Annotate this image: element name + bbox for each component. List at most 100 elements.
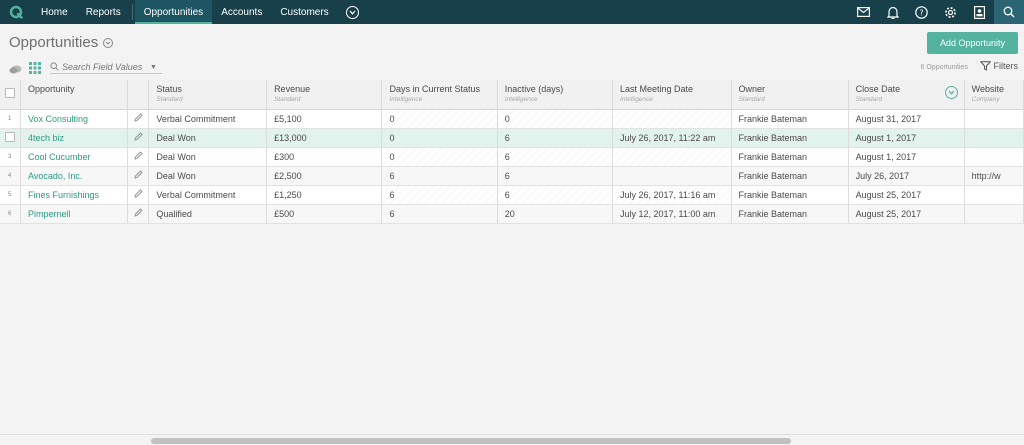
edit-pencil-icon[interactable] [127,147,150,167]
grid-view-icon[interactable] [29,61,41,79]
cell-meeting: July 26, 2017, 11:22 am [612,128,732,148]
column-label: Close Date [855,84,901,94]
profile-icon[interactable] [965,0,994,24]
table-row[interactable]: 1 Vox Consulting Verbal Commitment £5,100 0 0… [0,109,1024,129]
page-title-area: Opportunities [9,34,114,51]
cell-days: 0 [381,128,498,148]
edit-pencil-icon[interactable] [127,128,150,148]
help-icon[interactable]: ? [907,0,936,24]
opportunities-table-container: Opportunity Status Standard Revenue Standard… [0,80,1024,225]
row-number: 5 [0,185,22,205]
top-navigation-bar: Home Reports Opportunities Accounts Customer… [0,0,1024,24]
cell-close: August 25, 2017 [848,204,965,224]
column-label: Status [156,84,182,94]
column-header-inactive[interactable]: Inactive (days) Intelligence [497,80,614,110]
cell-days: 6 [381,204,498,224]
cell-days: 0 [381,147,498,167]
bell-icon[interactable] [878,0,907,24]
edit-pencil-icon[interactable] [127,204,150,224]
comments-icon[interactable] [9,62,22,80]
cell-website [964,109,1024,129]
table-row[interactable]: 5 Fines Furnishings Verbal Commitment £1,25… [0,185,1024,205]
edit-pencil-icon[interactable] [127,166,150,186]
column-label: Opportunity [28,84,75,94]
app-logo-icon[interactable] [0,0,32,24]
column-header-days[interactable]: Days in Current Status Intelligence [381,80,498,110]
mail-icon[interactable] [849,0,878,24]
column-header-status[interactable]: Status Standard [148,80,268,110]
row-checkbox[interactable] [5,131,15,142]
cell-days: 0 [381,109,498,129]
horizontal-scrollbar[interactable] [0,434,1024,445]
select-all-checkbox[interactable] [5,88,15,99]
edit-pencil-icon[interactable] [127,185,150,205]
cell-status: Qualified [148,204,268,224]
filter-icon [979,61,991,71]
column-header-owner[interactable]: Owner Standard [731,80,849,110]
cell-opportunity[interactable]: Pimpernell [20,204,128,224]
nav-accounts[interactable]: Accounts [221,6,263,18]
select-all-checkbox-cell [0,80,22,110]
cell-meeting [612,109,732,129]
column-source-label: Standard [156,96,183,103]
cell-revenue: £5,100 [266,109,383,129]
table-row[interactable]: 6 Pimpernell Qualified £500 6 20 July 12, 2017… [0,204,1024,224]
column-label: Days in Current Status [389,84,481,94]
title-dropdown-chevron-icon[interactable] [103,37,114,48]
nav-opportunities[interactable]: Opportunities [134,0,213,24]
cell-revenue: £2,500 [266,166,383,186]
column-header-website[interactable]: Website Company [964,80,1024,110]
table-header-row: Opportunity Status Standard Revenue Standard… [0,80,1024,110]
cell-meeting: July 26, 2017, 11:16 am [612,185,732,205]
cell-inactive: 6 [497,147,614,167]
nav-home[interactable]: Home [41,6,68,18]
row-number: 6 [0,204,22,224]
table-row[interactable]: 3 Cool Cucumber Deal Won £300 0 6 Frankie Bate… [0,147,1024,167]
column-header-meeting[interactable]: Last Meeting Date Intelligence [612,80,732,110]
edit-pencil-icon[interactable] [127,109,150,129]
cell-close: August 25, 2017 [848,185,965,205]
nav-customers[interactable]: Customers [280,6,329,18]
cell-status: Deal Won [148,128,268,148]
cell-days: 6 [381,166,498,186]
cell-opportunity[interactable]: Vox Consulting [20,109,128,129]
cell-owner: Frankie Bateman [731,128,849,148]
cell-owner: Frankie Bateman [731,166,849,186]
table-row[interactable]: 4 Avocado, Inc. Deal Won £2,500 6 6 Frankie Ba… [0,166,1024,186]
column-source-label: Intelligence [504,96,538,103]
page-title: Opportunities [9,34,99,51]
search-icon[interactable] [994,0,1024,24]
column-settings-chevron-icon[interactable] [944,86,958,99]
filters-button[interactable]: Filters [979,61,1019,71]
row-number: 4 [0,166,22,186]
cell-opportunity[interactable]: 4tech biz [20,128,128,148]
cell-status: Deal Won [148,166,268,186]
gear-icon[interactable] [936,0,965,24]
cell-website [964,128,1024,148]
cell-meeting: July 12, 2017, 11:00 am [612,204,732,224]
nav-more-chevron-icon[interactable] [345,5,359,19]
column-source-label: Company [971,96,1000,103]
opportunity-count: 6 Opportunities [920,64,968,71]
filters-label: Filters [993,61,1019,71]
column-header-edit [127,80,150,110]
cell-revenue: £500 [266,204,383,224]
svg-text:?: ? [919,8,923,17]
cell-opportunity[interactable]: Fines Furnishings [20,185,128,205]
add-opportunity-button[interactable]: Add Opportunity [927,32,1018,54]
column-header-close[interactable]: Close Date Standard [848,80,965,110]
column-header-revenue[interactable]: Revenue Standard [266,80,383,110]
cell-opportunity[interactable]: Avocado, Inc. [20,166,128,186]
table-row[interactable]: 4tech biz Deal Won £13,000 0 6 July 26, 2017,… [0,128,1024,148]
horizontal-scrollbar-thumb[interactable] [151,438,791,444]
cell-status: Verbal Commitment [148,109,268,129]
cell-opportunity[interactable]: Cool Cucumber [20,147,128,167]
cell-inactive: 20 [497,204,614,224]
cell-website [964,147,1024,167]
search-input[interactable] [62,62,148,72]
cell-inactive: 6 [497,128,614,148]
column-header-opportunity[interactable]: Opportunity [20,80,128,110]
search-dropdown-caret-icon[interactable]: ▼ [150,63,157,71]
nav-reports[interactable]: Reports [85,6,121,18]
cell-close: July 26, 2017 [848,166,965,186]
